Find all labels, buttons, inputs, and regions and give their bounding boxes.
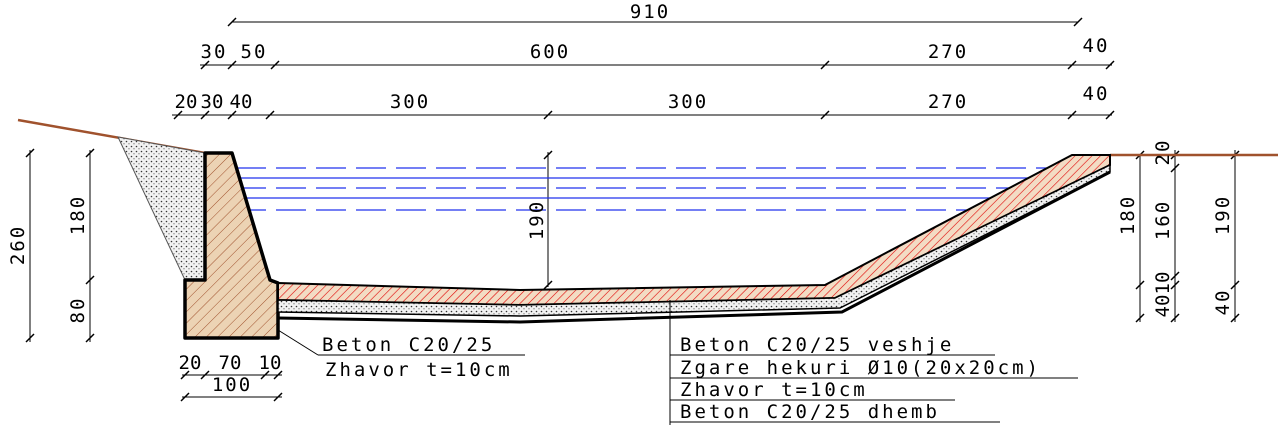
dimension: 190 bbox=[526, 200, 548, 240]
dimension: 300 bbox=[390, 91, 430, 113]
dimension: 20 bbox=[175, 91, 198, 113]
dimension: 80 bbox=[67, 297, 89, 324]
dimension-lines bbox=[25, 17, 1240, 402]
leader bbox=[670, 354, 1078, 423]
dimension: 260 bbox=[7, 225, 29, 265]
dimension: 910 bbox=[630, 1, 670, 23]
material-label: Beton C20/25 dhemb bbox=[680, 401, 940, 423]
dimension: 600 bbox=[530, 41, 570, 63]
dimension: 40 bbox=[1152, 295, 1174, 318]
dimension: 190 bbox=[1212, 195, 1234, 235]
dimension: 40 bbox=[230, 91, 253, 113]
dimension: 20 bbox=[179, 352, 202, 374]
material-label: Zgare hekuri Ø10(20x20cm) bbox=[680, 357, 1041, 379]
backfill-gravel bbox=[117, 136, 206, 281]
material-label: Zhavor t=10cm bbox=[680, 379, 868, 401]
lining-bottom bbox=[277, 170, 1111, 324]
dimension: 180 bbox=[67, 195, 89, 235]
dimension: 10 bbox=[1152, 272, 1174, 295]
material-label: Beton C20/25 veshje bbox=[680, 334, 954, 356]
dimension: 30 bbox=[201, 41, 228, 63]
dimension: 100 bbox=[212, 374, 252, 396]
dimension: 270 bbox=[928, 41, 968, 63]
dimension: 20 bbox=[1152, 139, 1174, 166]
dimension: 30 bbox=[201, 91, 224, 113]
leader bbox=[277, 329, 319, 356]
retaining-wall bbox=[183, 151, 280, 340]
material-label: Zhavor t=10cm bbox=[325, 359, 513, 381]
dimension: 40 bbox=[1083, 35, 1110, 57]
dimension: 270 bbox=[928, 91, 968, 113]
dimension: 50 bbox=[241, 41, 268, 63]
dimension: 40 bbox=[1212, 289, 1234, 316]
dimension: 180 bbox=[1117, 195, 1139, 235]
dimension: 70 bbox=[219, 352, 242, 374]
water-level bbox=[236, 167, 1047, 211]
dimension: 160 bbox=[1152, 200, 1174, 240]
dimension: 40 bbox=[1083, 83, 1110, 105]
material-label: Beton C20/25 bbox=[322, 334, 495, 356]
dimension: 10 bbox=[259, 352, 282, 374]
dimension: 300 bbox=[668, 91, 708, 113]
